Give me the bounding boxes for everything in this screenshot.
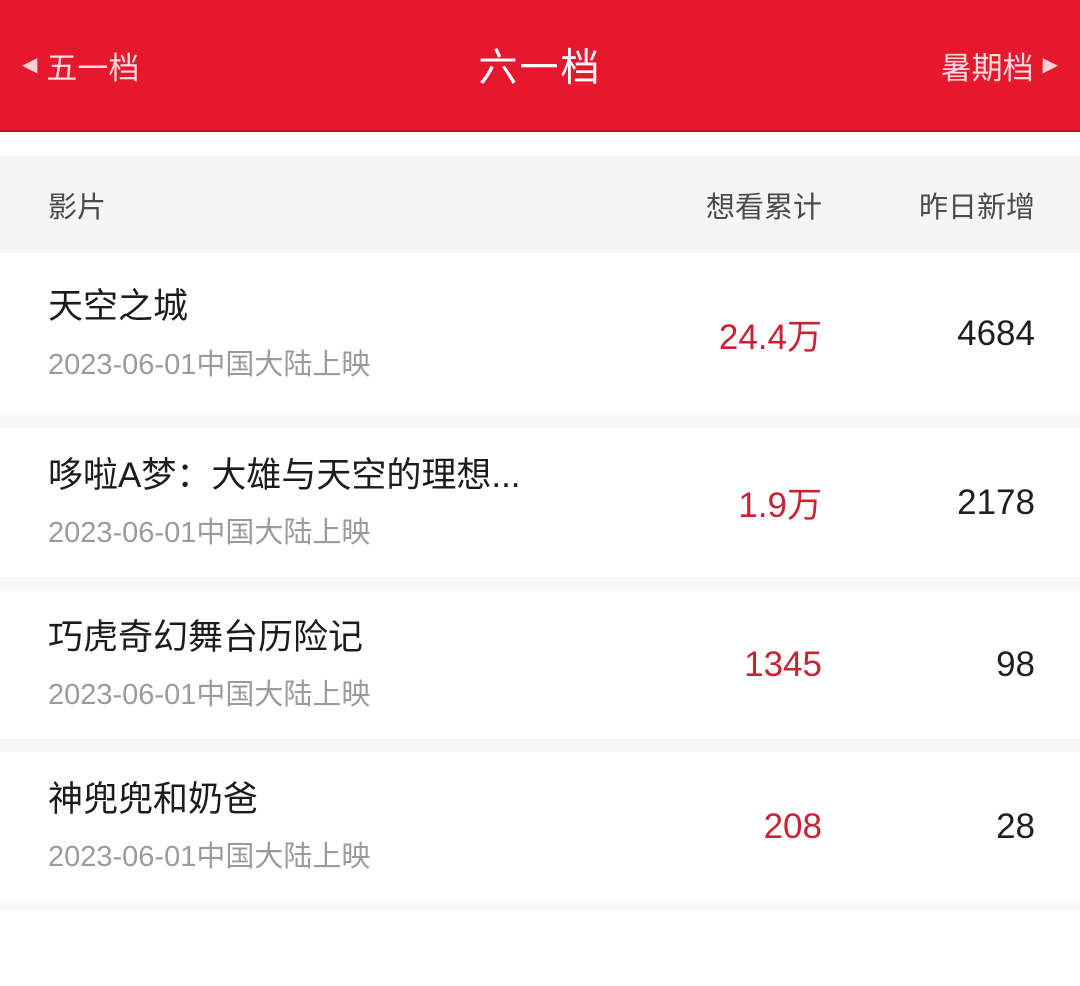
film-title: 神兜兜和奶爸 [48, 779, 259, 819]
chevron-right-icon: ▶ [1042, 54, 1058, 76]
table-row[interactable]: 天空之城 2023-06-01中国大陆上映 24.4万 4684 [0, 253, 1080, 415]
yesterday-new-count: 98 [996, 644, 1035, 684]
cumulative-wish-count: 24.4万 [718, 317, 822, 357]
chevron-left-icon: ◀ [22, 54, 38, 76]
movie-list: 天空之城 2023-06-01中国大陆上映 24.4万 4684 哆啦A梦：大雄… [0, 253, 1080, 901]
cumulative-wish-count: 1345 [744, 644, 822, 684]
film-release-date: 2023-06-01中国大陆上映 [48, 679, 371, 712]
schedule-nav-bar: ◀ 五一档 六一档 暑期档 ▶ [0, 0, 1080, 132]
nav-next-label: 暑期档 [940, 50, 1034, 86]
bottom-divider [0, 901, 1080, 913]
nav-next-schedule[interactable]: 暑期档 ▶ [941, 43, 1058, 88]
film-release-date: 2023-06-01中国大陆上映 [48, 841, 371, 874]
yesterday-new-count: 2178 [957, 482, 1035, 522]
film-info: 天空之城 2023-06-01中国大陆上映 [48, 285, 642, 383]
film-release-date: 2023-06-01中国大陆上映 [48, 517, 371, 550]
table-header-row: 影片 想看累计 昨日新增 [0, 156, 1080, 253]
film-info: 哆啦A梦：大雄与天空的理想... 2023-06-01中国大陆上映 [48, 454, 642, 552]
film-info: 巧虎奇幻舞台历险记 2023-06-01中国大陆上映 [48, 616, 642, 714]
column-header-film: 影片 [48, 191, 107, 224]
film-title: 巧虎奇幻舞台历险记 [48, 617, 364, 657]
yesterday-new-count: 4684 [957, 314, 1035, 353]
film-info: 神兜兜和奶爸 2023-06-01中国大陆上映 [48, 778, 642, 876]
cumulative-wish-count: 208 [763, 806, 822, 846]
film-title: 天空之城 [48, 287, 189, 327]
nav-prev-schedule[interactable]: ◀ 五一档 [22, 43, 139, 88]
nav-prev-label: 五一档 [46, 50, 140, 86]
nav-current-schedule[interactable]: 六一档 [478, 37, 601, 93]
table-row[interactable]: 巧虎奇幻舞台历险记 2023-06-01中国大陆上映 1345 98 [0, 577, 1080, 739]
table-row[interactable]: 哆啦A梦：大雄与天空的理想... 2023-06-01中国大陆上映 1.9万 2… [0, 415, 1080, 577]
page-title: 六一档 [478, 47, 602, 90]
cumulative-wish-count: 1.9万 [738, 486, 822, 525]
column-header-new-yesterday: 昨日新增 [918, 191, 1035, 224]
yesterday-new-count: 28 [996, 806, 1035, 846]
table-row[interactable]: 神兜兜和奶爸 2023-06-01中国大陆上映 208 28 [0, 739, 1080, 901]
spacer-strip [0, 132, 1080, 156]
film-release-date: 2023-06-01中国大陆上映 [48, 348, 371, 381]
film-title: 哆啦A梦：大雄与天空的理想... [48, 455, 521, 495]
column-header-cumulative: 想看累计 [705, 191, 822, 224]
